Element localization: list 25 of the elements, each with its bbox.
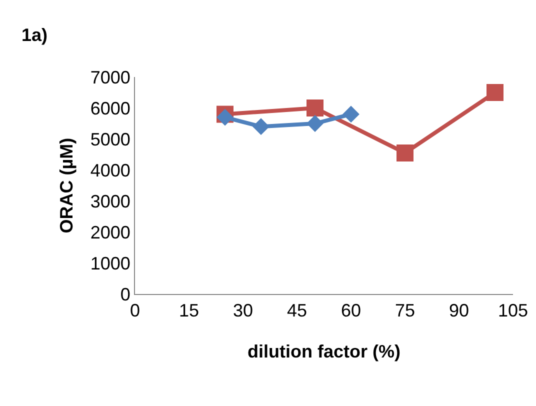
x-tick-label: 105 bbox=[498, 300, 528, 321]
y-tick-label: 0 bbox=[120, 284, 130, 304]
x-tick-label: 45 bbox=[286, 300, 308, 321]
y-tick-label: 1000 bbox=[90, 253, 130, 274]
point bbox=[486, 84, 504, 101]
y-tick-label: 2000 bbox=[90, 222, 130, 242]
point bbox=[396, 144, 414, 162]
x-tick-label: 15 bbox=[178, 300, 200, 321]
point bbox=[306, 100, 324, 116]
x-tick-label: 30 bbox=[232, 300, 254, 321]
x-tick-label: 90 bbox=[448, 300, 470, 321]
y-tick-label: 3000 bbox=[90, 191, 130, 212]
chart-title: 1a) bbox=[21, 25, 48, 46]
x-tick-label: 75 bbox=[394, 300, 416, 321]
y-tick-label: 7000 bbox=[90, 67, 130, 88]
point bbox=[342, 106, 360, 123]
y-tick-label: 6000 bbox=[90, 98, 130, 118]
y-tick-label: 5000 bbox=[90, 129, 130, 150]
y-tick-label: 4000 bbox=[90, 160, 130, 180]
point bbox=[252, 118, 270, 136]
y-axis-title: ORAC (µM) bbox=[56, 138, 77, 234]
point bbox=[306, 115, 324, 132]
point bbox=[216, 108, 234, 126]
x-axis-title: dilution factor (%) bbox=[248, 342, 400, 362]
x-tick-label: 60 bbox=[340, 300, 362, 321]
